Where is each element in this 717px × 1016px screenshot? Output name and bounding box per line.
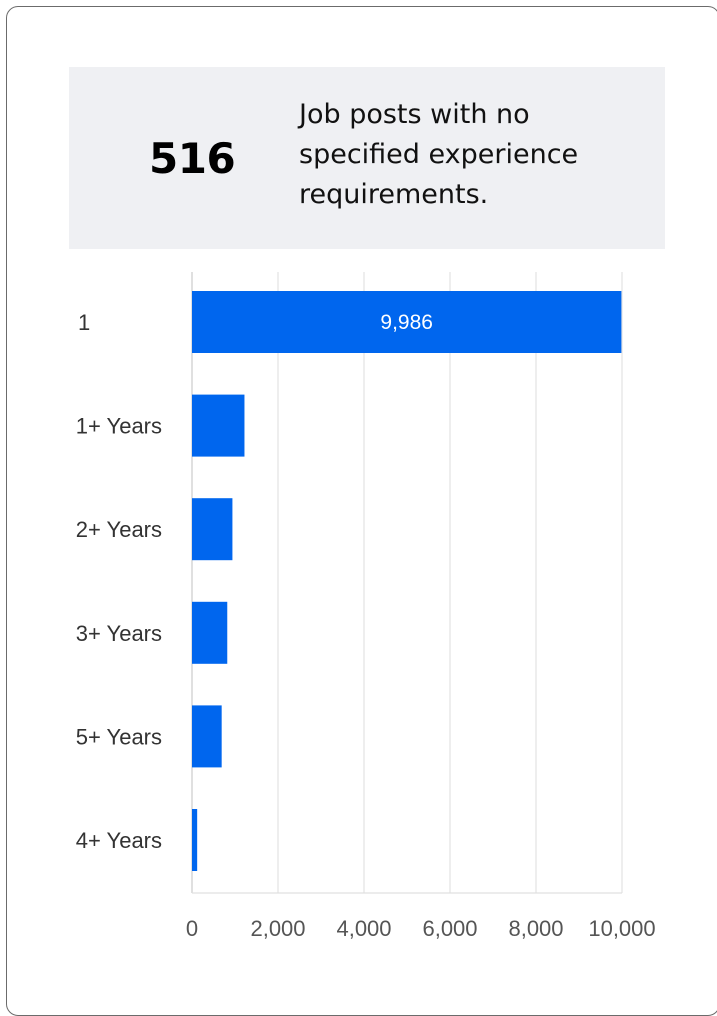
bar (192, 291, 622, 353)
bar-data-label: 9,986 (380, 311, 433, 334)
kpi-value: 516 (149, 134, 236, 183)
kpi-description: Job posts with no specified experience r… (299, 99, 579, 210)
bar (192, 601, 228, 664)
y-category-label: 5+ Years (76, 724, 162, 749)
kpi-panel: 516 Job posts with no specified experien… (69, 67, 665, 249)
y-category-label: 3+ Years (76, 621, 162, 646)
x-tick-label: 2,000 (250, 916, 305, 941)
y-category-label: 4+ Years (76, 828, 162, 853)
bar (192, 394, 245, 457)
bar (192, 809, 198, 871)
y-category-label: 1+ Years (76, 414, 162, 439)
x-tick-label: 6,000 (422, 916, 477, 941)
y-category-label: 2+ Years (76, 517, 162, 542)
x-tick-label: 0 (186, 916, 198, 941)
x-tick-label: 8,000 (508, 916, 563, 941)
bar (192, 498, 233, 561)
bar (192, 705, 222, 768)
x-tick-label: 10,000 (588, 916, 655, 941)
y-category-label: 1 (78, 310, 90, 335)
x-tick-label: 4,000 (336, 916, 391, 941)
